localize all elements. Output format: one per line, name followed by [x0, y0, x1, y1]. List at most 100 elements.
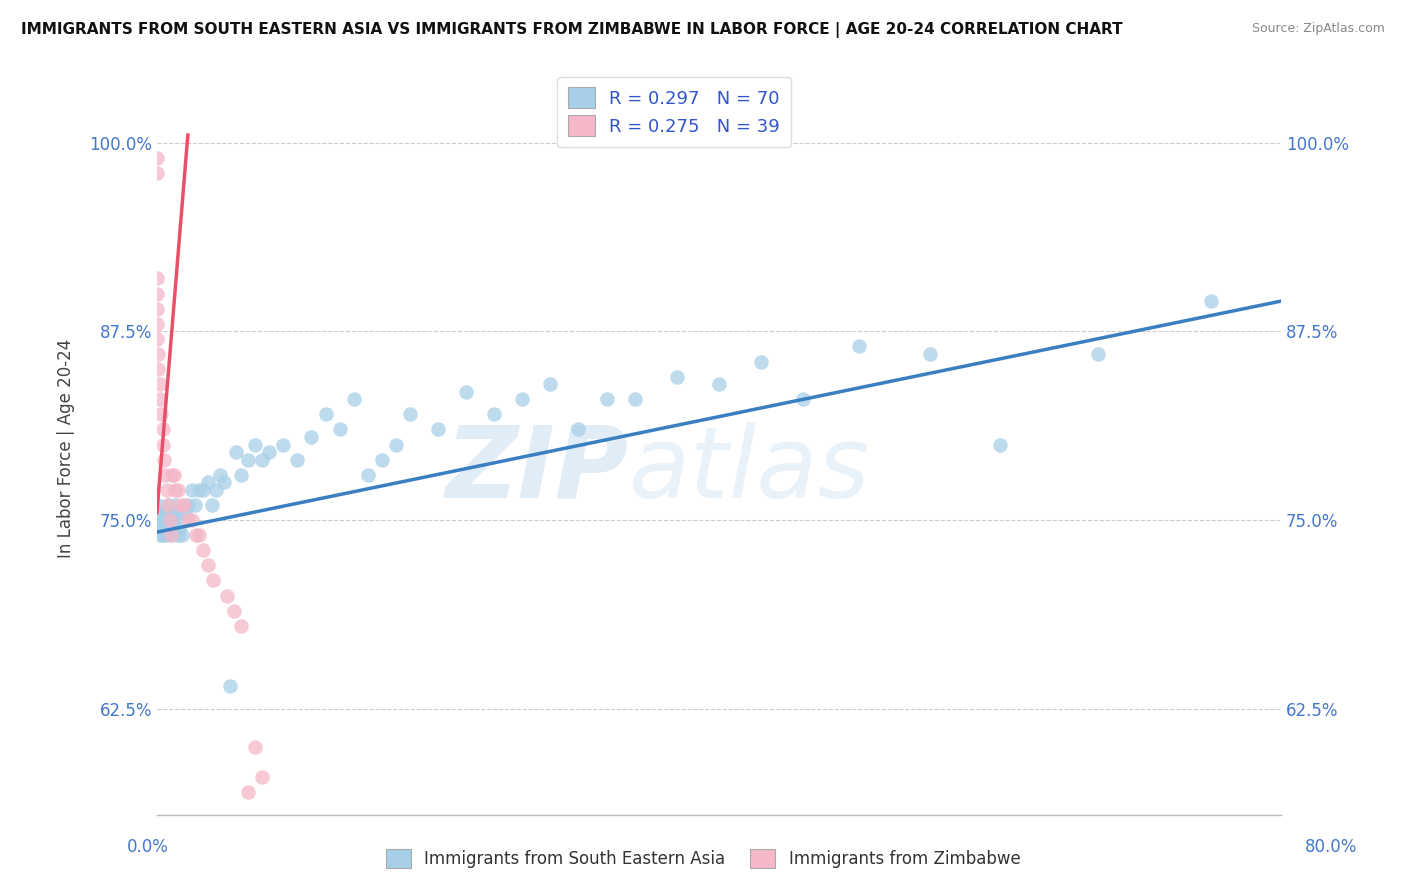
- Point: [186, 528, 208, 542]
- Point: [146, 271, 169, 285]
- Point: [146, 521, 169, 535]
- Point: [371, 452, 394, 467]
- Point: [163, 467, 186, 482]
- Point: [510, 392, 533, 407]
- Point: [159, 513, 181, 527]
- Point: [623, 392, 645, 407]
- Point: [181, 513, 204, 527]
- Point: [146, 151, 169, 165]
- Point: [148, 513, 170, 527]
- Point: [707, 377, 730, 392]
- Point: [988, 437, 1011, 451]
- Point: [482, 408, 505, 422]
- Point: [177, 498, 200, 512]
- Point: [160, 528, 183, 542]
- Point: [398, 408, 420, 422]
- Point: [1087, 347, 1109, 361]
- Point: [152, 422, 174, 436]
- Point: [153, 521, 176, 535]
- Point: [197, 475, 219, 490]
- Point: [181, 483, 204, 497]
- Legend: Immigrants from South Eastern Asia, Immigrants from Zimbabwe: Immigrants from South Eastern Asia, Immi…: [380, 842, 1026, 875]
- Point: [159, 513, 181, 527]
- Point: [454, 384, 477, 399]
- Point: [217, 589, 239, 603]
- Point: [166, 506, 188, 520]
- Point: [148, 347, 170, 361]
- Point: [197, 558, 219, 573]
- Point: [538, 377, 561, 392]
- Point: [343, 392, 366, 407]
- Point: [165, 498, 187, 512]
- Point: [148, 498, 170, 512]
- Point: [315, 408, 337, 422]
- Point: [152, 437, 174, 451]
- Point: [329, 422, 352, 436]
- Point: [177, 513, 200, 527]
- Point: [252, 770, 274, 784]
- Point: [173, 498, 195, 512]
- Point: [188, 528, 211, 542]
- Point: [259, 445, 281, 459]
- Point: [163, 513, 186, 527]
- Text: 80.0%: 80.0%: [1305, 838, 1357, 856]
- Point: [146, 301, 169, 316]
- Point: [1199, 294, 1222, 309]
- Point: [384, 437, 406, 451]
- Point: [150, 513, 173, 527]
- Point: [188, 483, 211, 497]
- Point: [160, 528, 183, 542]
- Point: [201, 498, 224, 512]
- Point: [156, 521, 179, 535]
- Point: [149, 528, 172, 542]
- Point: [174, 506, 197, 520]
- Point: [426, 422, 449, 436]
- Point: [167, 483, 190, 497]
- Point: [238, 452, 260, 467]
- Point: [792, 392, 814, 407]
- Point: [148, 362, 170, 376]
- Point: [665, 369, 688, 384]
- Point: [169, 521, 191, 535]
- Point: [252, 452, 274, 467]
- Point: [231, 467, 253, 482]
- Point: [918, 347, 941, 361]
- Point: [214, 475, 236, 490]
- Legend: R = 0.297   N = 70, R = 0.275   N = 39: R = 0.297 N = 70, R = 0.275 N = 39: [557, 77, 792, 147]
- Point: [172, 528, 194, 542]
- Point: [245, 739, 267, 754]
- Point: [231, 619, 253, 633]
- Text: 0.0%: 0.0%: [127, 838, 169, 856]
- Point: [273, 437, 295, 451]
- Y-axis label: In Labor Force | Age 20-24: In Labor Force | Age 20-24: [58, 339, 75, 558]
- Point: [150, 408, 173, 422]
- Point: [567, 422, 589, 436]
- Point: [152, 528, 174, 542]
- Point: [202, 574, 225, 588]
- Point: [193, 543, 215, 558]
- Point: [146, 332, 169, 346]
- Point: [146, 317, 169, 331]
- Point: [156, 506, 179, 520]
- Point: [162, 506, 184, 520]
- Point: [155, 528, 177, 542]
- Point: [167, 528, 190, 542]
- Point: [146, 506, 169, 520]
- Point: [219, 679, 242, 693]
- Point: [287, 452, 309, 467]
- Point: [155, 506, 177, 520]
- Point: [357, 467, 380, 482]
- Point: [162, 467, 184, 482]
- Point: [155, 467, 177, 482]
- Point: [153, 452, 176, 467]
- Point: [205, 483, 228, 497]
- Point: [157, 498, 180, 512]
- Point: [156, 483, 179, 497]
- Text: IMMIGRANTS FROM SOUTH EASTERN ASIA VS IMMIGRANTS FROM ZIMBABWE IN LABOR FORCE | : IMMIGRANTS FROM SOUTH EASTERN ASIA VS IM…: [21, 22, 1123, 38]
- Point: [170, 498, 193, 512]
- Text: atlas: atlas: [628, 422, 870, 519]
- Point: [301, 430, 323, 444]
- Point: [209, 467, 232, 482]
- Point: [224, 604, 246, 618]
- Point: [238, 785, 260, 799]
